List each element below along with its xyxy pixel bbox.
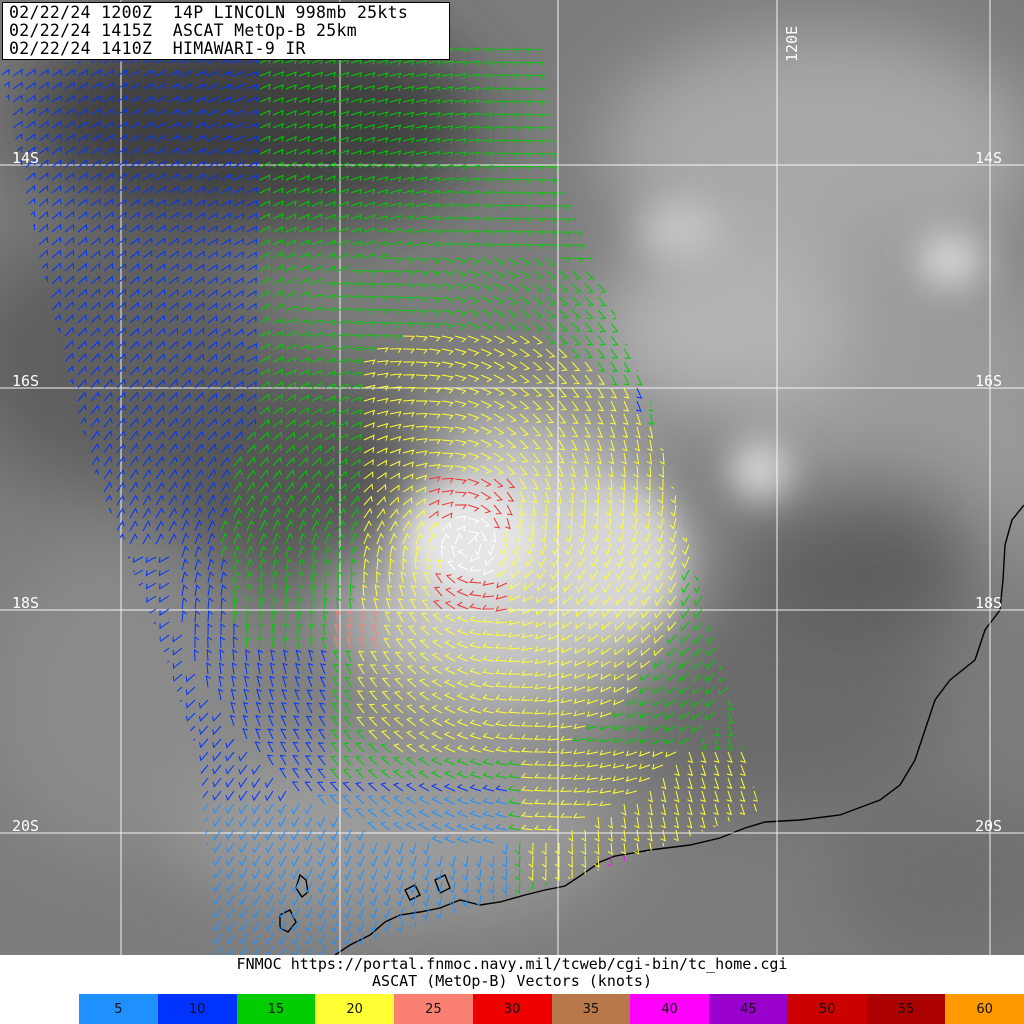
legend-title: ASCAT (MetOp-B) Vectors (knots)	[372, 972, 652, 990]
header-info-box: 02/22/24 1200Z 14P LINCOLN 998mb 25kts 0…	[2, 2, 450, 60]
lat-label-left-18s: 18S	[12, 594, 39, 612]
map-canvas: 14S 16S 18S 20S 14S 16S 18S 20S 120E	[0, 0, 1024, 955]
lon-label-120e: 120E	[783, 26, 801, 62]
lat-label-left-20s: 20S	[12, 817, 39, 835]
legend-cell-15: 15	[236, 994, 316, 1024]
legend-cell-50: 50	[787, 994, 867, 1024]
lat-label-left-14s: 14S	[12, 149, 39, 167]
legend-cell-10: 10	[157, 994, 237, 1024]
lat-label-left-16s: 16S	[12, 372, 39, 390]
legend-cell-45: 45	[709, 994, 788, 1024]
legend-cell-20: 20	[315, 994, 394, 1024]
ir-image-line: 02/22/24 1410Z HIMAWARI-9 IR	[9, 39, 306, 58]
satellite-map: 14S 16S 18S 20S 14S 16S 18S 20S 120E 02/…	[0, 0, 1024, 955]
source-url: FNMOC https://portal.fnmoc.navy.mil/tcwe…	[236, 955, 788, 973]
legend-cell-35: 35	[551, 994, 631, 1024]
legend-cell-5: 5	[79, 994, 158, 1024]
lat-label-right-16s: 16S	[975, 372, 1002, 390]
lat-label-right-18s: 18S	[975, 594, 1002, 612]
legend-cell-30: 30	[472, 994, 552, 1024]
ir-imagery	[0, 0, 1024, 955]
ascat-pass-line: 02/22/24 1415Z ASCAT MetOp-B 25km	[9, 21, 357, 40]
legend-cell-25: 25	[394, 994, 473, 1024]
storm-info-line: 02/22/24 1200Z 14P LINCOLN 998mb 25kts	[9, 3, 409, 22]
legend-cell-60: 60	[945, 994, 1024, 1024]
lat-label-right-14s: 14S	[975, 149, 1002, 167]
legend-cell-40: 40	[630, 994, 709, 1024]
wind-speed-legend: 5 10 15 20 25 30 35 40 45 50 55 60	[79, 994, 1024, 1024]
lat-label-right-20s: 20S	[975, 817, 1002, 835]
lat-lon-grid	[0, 0, 1024, 955]
legend-cell-55: 55	[866, 994, 946, 1024]
